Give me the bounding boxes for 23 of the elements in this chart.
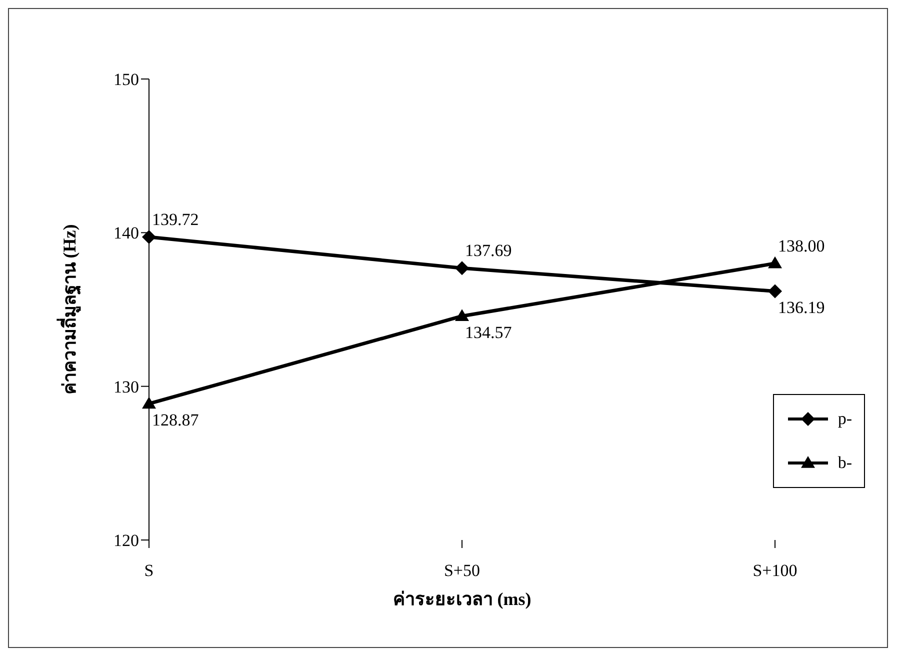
x-tick-label: S+100 bbox=[752, 561, 798, 580]
data-label: 137.69 bbox=[465, 241, 512, 260]
x-tick-label: S bbox=[144, 561, 154, 580]
point bbox=[768, 256, 782, 268]
data-label: 139.72 bbox=[152, 210, 199, 229]
y-tick-label: 140 bbox=[114, 224, 139, 243]
point bbox=[142, 396, 156, 409]
legend-label: p- bbox=[838, 409, 852, 429]
data-label: 136.19 bbox=[778, 298, 825, 318]
y-tick-label: 120 bbox=[114, 531, 139, 550]
point bbox=[142, 230, 156, 244]
data-label: 134.57 bbox=[465, 323, 512, 342]
y-axis-title: ค่าความถี่มูลฐาน (Hz) bbox=[56, 224, 82, 395]
x-tick-label: S+50 bbox=[444, 561, 480, 580]
x-axis-title: ค่าระยะเวลา (ms) bbox=[392, 589, 532, 609]
point bbox=[768, 284, 782, 298]
data-label: 138.00 bbox=[778, 236, 825, 256]
data-label: 128.87 bbox=[152, 410, 200, 430]
point bbox=[455, 309, 469, 322]
point bbox=[455, 261, 469, 276]
y-tick-label: 130 bbox=[114, 377, 139, 396]
legend-label: b- bbox=[838, 453, 852, 473]
y-tick-label: 150 bbox=[114, 70, 139, 90]
